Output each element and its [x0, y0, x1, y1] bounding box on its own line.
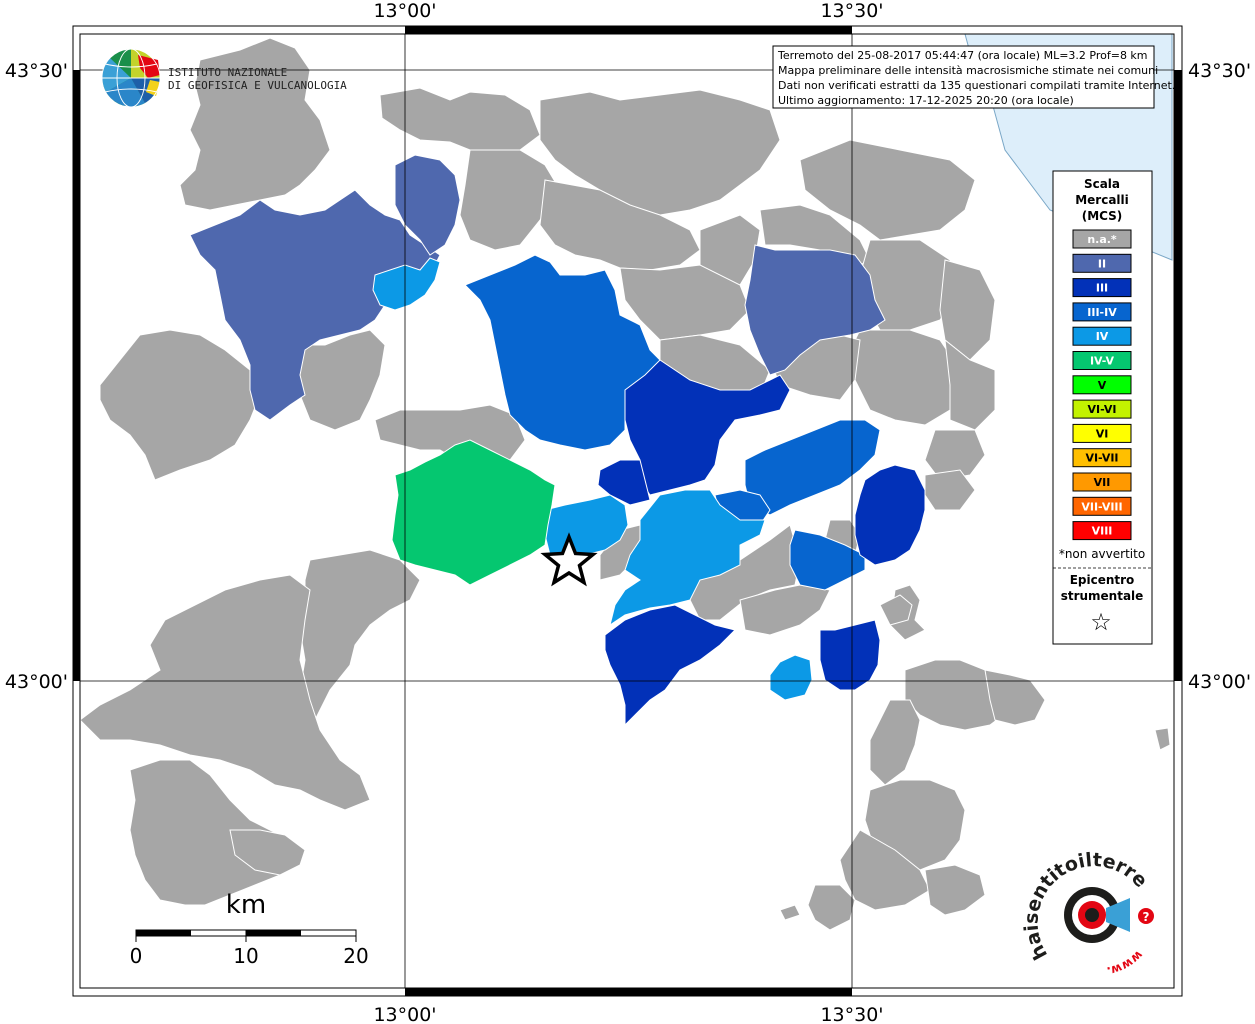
legend-swatch [1072, 375, 1132, 395]
legend-swatch [1072, 496, 1132, 516]
legend-label: VI [1096, 427, 1109, 440]
legend-label: VII [1094, 476, 1111, 489]
brand-question-icon: ? [1143, 910, 1150, 924]
event-info-line4: Ultimo aggiornamento: 17-12-2025 20:20 (… [778, 94, 1074, 107]
event-info-line3: Dati non verificati estratti da 135 ques… [778, 79, 1175, 92]
scale-unit-label: km [226, 890, 266, 920]
epicentre-star-icon [540, 532, 598, 587]
legend-label: III [1096, 282, 1108, 295]
event-info-line1: Terremoto del 25-08-2017 05:44:47 (ora l… [777, 49, 1148, 62]
comuni-intensity-II [189, 154, 886, 421]
legend-label: VI-VII [1085, 452, 1118, 465]
legend-label: IV-V [1090, 355, 1115, 368]
legend-title-3: (MCS) [1082, 209, 1123, 223]
legend-note: *non avvertito [1059, 547, 1145, 561]
legend-label: VIII [1092, 525, 1113, 538]
legend-label: III-IV [1087, 306, 1117, 319]
ingv-globe-icon [101, 48, 161, 108]
lon-label-top-left: 13°00' [373, 0, 436, 22]
scale-label-10: 10 [233, 944, 258, 968]
lat-label-left-top: 43°30' [5, 60, 68, 82]
mcs-legend: Scala Mercalli (MCS) n.a.*IIIIIIII-IVIVI… [1052, 170, 1153, 645]
legend-swatch [1072, 351, 1132, 370]
comuni-intensity-III-IV [464, 254, 881, 591]
legend-epicentre-1: Epicentro [1070, 573, 1135, 587]
scale-bar: km 0 10 20 [130, 890, 369, 968]
legend-label: IV [1096, 330, 1109, 343]
frame-bars [73, 26, 1182, 996]
lon-label-bottom-left: 13°00' [373, 1004, 436, 1024]
event-info-box: Terremoto del 25-08-2017 05:44:47 (ora l… [772, 45, 1175, 109]
legend-swatch [1072, 253, 1132, 273]
institute-line1: ISTITUTO NAZIONALE [168, 66, 287, 79]
scale-label-20: 20 [343, 944, 368, 968]
lon-label-bottom-right: 13°30' [820, 1004, 883, 1024]
comuni-not-available [79, 37, 1171, 931]
legend-swatch [1072, 302, 1132, 322]
legend-label: n.a.* [1087, 233, 1117, 246]
target-icon [1064, 887, 1130, 943]
lon-label-top-right: 13°30' [820, 0, 883, 22]
lat-label-right-bottom: 43°00' [1188, 671, 1251, 693]
legend-label: VII-VIII [1081, 500, 1122, 513]
legend-swatch [1072, 278, 1132, 298]
legend-swatch [1072, 521, 1132, 541]
legend-title-1: Scala [1084, 177, 1120, 191]
ingv-logo: ISTITUTO NAZIONALE DI GEOFISICA E VULCAN… [101, 48, 347, 108]
legend-epicentre-2: strumentale [1061, 589, 1144, 603]
legend-swatch [1072, 229, 1132, 249]
comuni-intensity-III [597, 359, 926, 727]
legend-swatch [1072, 448, 1132, 468]
legend-swatch [1072, 423, 1132, 443]
legend-title-2: Mercalli [1075, 193, 1129, 207]
legend-swatch [1072, 399, 1132, 419]
comuni-intensity-IV-V [391, 439, 556, 586]
legend-label: II [1098, 257, 1106, 270]
scale-label-0: 0 [130, 944, 143, 968]
lat-label-right-top: 43°30' [1188, 60, 1251, 82]
legend-swatch [1072, 472, 1132, 492]
legend-swatch [1072, 326, 1132, 346]
legend-label: V [1098, 379, 1107, 392]
legend-epicentre-star-icon: ☆ [1090, 608, 1112, 636]
event-info-line2: Mappa preliminare delle intensità macros… [778, 64, 1158, 77]
legend-label: VI-VI [1088, 403, 1117, 416]
lat-label-left-bottom: 43°00' [5, 671, 68, 693]
institute-line2: DI GEOFISICA E VULCANOLOGIA [168, 79, 347, 92]
legend-items: n.a.*IIIIIIII-IVIVIV-VVVI-VIVIVI-VIIVIIV… [1072, 229, 1132, 541]
